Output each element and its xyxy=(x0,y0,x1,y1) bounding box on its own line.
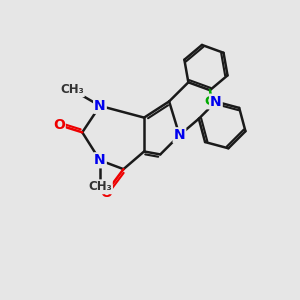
Text: Cl: Cl xyxy=(205,95,219,108)
Text: CH₃: CH₃ xyxy=(88,180,112,193)
Text: N: N xyxy=(94,153,106,167)
Text: O: O xyxy=(100,186,112,200)
Text: N: N xyxy=(174,128,185,142)
Text: N: N xyxy=(94,99,106,113)
Text: O: O xyxy=(53,118,65,132)
Text: CH₃: CH₃ xyxy=(60,83,84,96)
Text: N: N xyxy=(210,95,222,109)
